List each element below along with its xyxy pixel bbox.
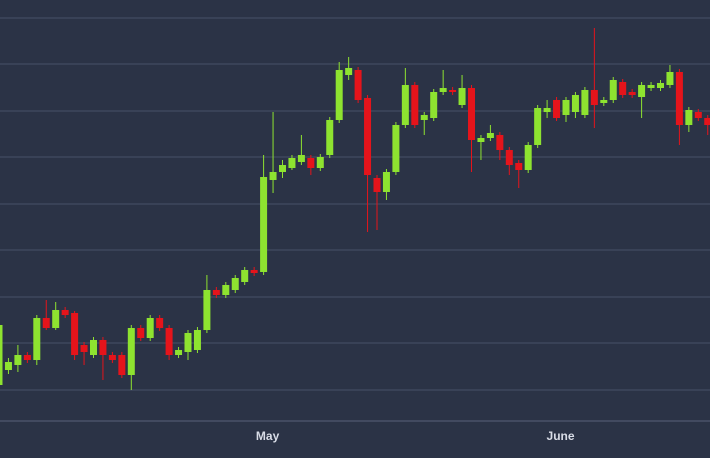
candle-body: [90, 340, 97, 355]
candle-body: [401, 85, 409, 125]
candle-body: [524, 145, 532, 170]
candle-body: [562, 100, 570, 115]
candle-body: [496, 135, 504, 150]
candle-body: [553, 100, 561, 118]
candle-body: [694, 112, 702, 118]
candle-body: [335, 70, 343, 120]
candle-body: [316, 157, 324, 168]
candle-body: [364, 98, 372, 175]
candle-body: [420, 115, 428, 120]
candle-body: [175, 350, 183, 355]
candle-body: [23, 355, 31, 360]
candle-body: [486, 133, 494, 138]
candle-body: [373, 178, 381, 192]
candle-body: [99, 340, 107, 355]
candle-body: [108, 355, 116, 360]
candle-body: [203, 290, 211, 330]
candle-body: [307, 158, 315, 168]
candle-body: [118, 355, 126, 375]
candle-body: [345, 68, 353, 75]
candle-body: [269, 172, 277, 180]
candle-body: [326, 120, 334, 155]
candle-body: [571, 95, 579, 112]
candle-body: [0, 325, 3, 385]
candle-body: [515, 163, 523, 170]
candle-body: [222, 285, 230, 295]
candle-body: [449, 90, 457, 92]
candle-body: [260, 177, 268, 272]
candle-body: [468, 88, 475, 140]
candle-body: [184, 333, 192, 352]
candle-body: [543, 108, 551, 112]
candle-body: [638, 85, 646, 97]
candle-body: [685, 110, 693, 125]
candle-body: [212, 290, 220, 295]
candle-body: [61, 310, 69, 315]
candle-body: [127, 328, 135, 375]
candle-body: [137, 328, 145, 338]
candle-body: [704, 118, 710, 125]
candle-body: [71, 313, 79, 355]
candle-body: [439, 88, 447, 92]
candle-body: [411, 85, 419, 125]
candle-body: [392, 125, 400, 172]
candle-body: [42, 318, 50, 328]
candle-body: [14, 355, 22, 365]
candle-body: [4, 362, 12, 370]
candle-body: [241, 270, 249, 282]
candle-body: [382, 172, 390, 192]
candle-body: [250, 270, 258, 273]
candle-body: [458, 88, 466, 105]
candle-body: [297, 155, 305, 162]
candle-body: [193, 330, 201, 350]
candle-body: [505, 150, 513, 165]
candle-body: [534, 108, 542, 145]
candle-body: [33, 318, 41, 360]
candle-body: [231, 278, 239, 290]
x-tick-label: June: [547, 429, 575, 443]
candle-body: [146, 318, 154, 338]
candle-body: [675, 72, 683, 125]
candle-body: [477, 138, 485, 142]
candle-body: [581, 90, 589, 115]
candle-body: [430, 92, 438, 118]
candle-body: [52, 310, 60, 328]
candle-body: [657, 83, 664, 88]
candle-body: [80, 345, 88, 352]
candle-body: [619, 82, 627, 95]
candle-body: [666, 72, 674, 85]
candle-body: [288, 158, 296, 168]
x-tick-label: May: [256, 429, 280, 443]
candle-body: [600, 100, 608, 103]
candle-body: [590, 90, 598, 105]
candle-body: [609, 80, 617, 100]
candle-body: [279, 165, 286, 172]
candle-body: [628, 92, 636, 95]
candle-body: [165, 328, 173, 355]
candle-body: [647, 85, 655, 88]
candle-body: [156, 318, 164, 328]
candle-body: [354, 70, 362, 100]
